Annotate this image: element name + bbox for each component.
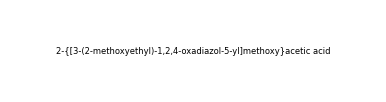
- Text: 2-{[3-(2-methoxyethyl)-1,2,4-oxadiazol-5-yl]methoxy}acetic acid: 2-{[3-(2-methoxyethyl)-1,2,4-oxadiazol-5…: [56, 47, 330, 55]
